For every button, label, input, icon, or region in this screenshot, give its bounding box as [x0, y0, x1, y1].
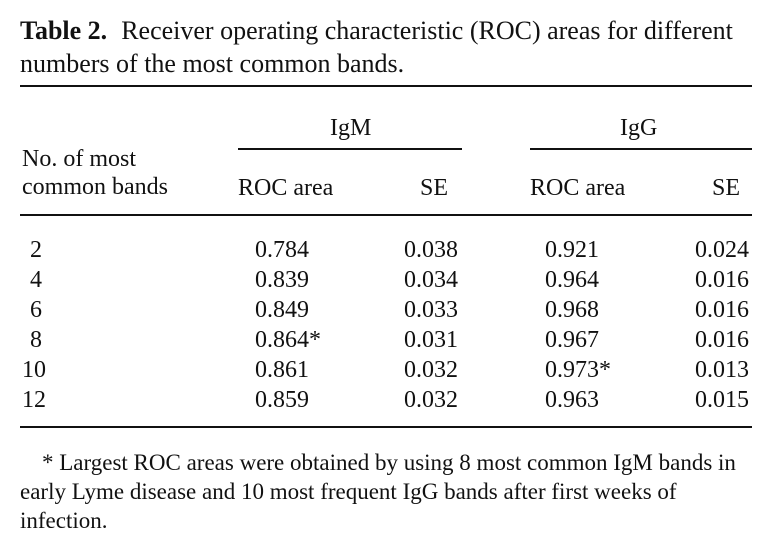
subheader-igm-se: SE [420, 175, 449, 201]
subheader-igm-roc: ROC area [238, 175, 334, 201]
bands-cell: 8 [30, 327, 42, 353]
igm-se-cell: 0.031 [404, 327, 458, 353]
bands-cell: 4 [30, 267, 42, 293]
igm-roc-cell: 0.864* [255, 327, 321, 353]
igm-roc-cell: 0.861 [255, 357, 309, 383]
igm-roc-cell: 0.784 [255, 237, 309, 263]
bands-cell: 10 [22, 357, 46, 383]
group-header-igm: IgM [330, 115, 372, 141]
igg-se-cell: 0.016 [695, 267, 749, 293]
igg-se-cell: 0.016 [695, 327, 749, 353]
bands-cell: 2 [30, 237, 42, 263]
igm-se-cell: 0.034 [404, 267, 458, 293]
bands-cell: 6 [30, 297, 42, 323]
igm-roc-cell: 0.859 [255, 387, 309, 413]
igg-roc-cell: 0.968 [545, 297, 599, 323]
igm-roc-cell: 0.839 [255, 267, 309, 293]
header-rule [20, 214, 752, 216]
row-header: No. of most common bands [22, 146, 168, 200]
igg-roc-cell: 0.973* [545, 357, 611, 383]
table-caption: Table 2. Receiver operating characteristi… [20, 14, 755, 80]
top-rule [20, 85, 752, 87]
igg-roc-cell: 0.921 [545, 237, 599, 263]
igm-se-cell: 0.038 [404, 237, 458, 263]
igg-roc-cell: 0.967 [545, 327, 599, 353]
bottom-rule [20, 426, 752, 428]
igm-se-cell: 0.032 [404, 357, 458, 383]
subheader-igg-roc: ROC area [530, 175, 626, 201]
group-header-igg: IgG [620, 115, 658, 141]
footnote-text: * Largest ROC areas were obtained by usi… [20, 450, 736, 533]
igg-se-cell: 0.013 [695, 357, 749, 383]
igm-se-cell: 0.032 [404, 387, 458, 413]
igg-group-rule [530, 148, 752, 150]
igm-roc-cell: 0.849 [255, 297, 309, 323]
igg-se-cell: 0.024 [695, 237, 749, 263]
table-label: Table 2. [20, 16, 108, 45]
igg-se-cell: 0.015 [695, 387, 749, 413]
bands-cell: 12 [22, 387, 46, 413]
igg-roc-cell: 0.964 [545, 267, 599, 293]
igm-se-cell: 0.033 [404, 297, 458, 323]
igg-se-cell: 0.016 [695, 297, 749, 323]
igg-roc-cell: 0.963 [545, 387, 599, 413]
subheader-igg-se: SE [712, 175, 741, 201]
table-footnote: * Largest ROC areas were obtained by usi… [20, 448, 760, 535]
igm-group-rule [238, 148, 462, 150]
table-title: Receiver operating characteristic (ROC) … [20, 16, 733, 78]
